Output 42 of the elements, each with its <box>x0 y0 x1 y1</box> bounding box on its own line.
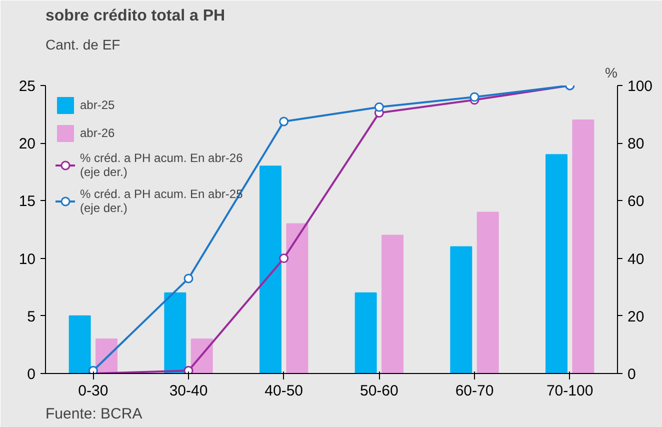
legend-label: % créd. a PH acum. En abr-26 (eje der.) <box>80 151 243 179</box>
point <box>88 366 98 374</box>
point <box>184 274 194 284</box>
y2-tick-label: 100 <box>628 78 653 95</box>
legend-label: abr-26 <box>80 126 116 140</box>
x-tick-label: 0-30 <box>78 382 108 400</box>
x-tick-label: 30-40 <box>169 382 208 400</box>
x-tick-label: 50-60 <box>360 382 398 400</box>
point <box>374 102 384 112</box>
bar <box>354 292 377 374</box>
y2-axis-title: % <box>605 64 618 80</box>
y2-tick-label: 0 <box>628 366 636 383</box>
bar <box>382 234 404 374</box>
bar <box>546 154 568 374</box>
bar <box>68 315 91 374</box>
bar <box>164 292 186 374</box>
legend-label: abr-25 <box>80 98 116 112</box>
y-tick-label: 20 <box>18 136 36 153</box>
bar <box>476 212 499 374</box>
bar <box>286 223 308 374</box>
x-tick-label: 40-50 <box>264 382 304 400</box>
y-tick-label: 10 <box>18 250 36 268</box>
y-tick-label: 5 <box>27 308 36 326</box>
bar <box>450 246 472 374</box>
y2-tick-label: 40 <box>628 250 644 268</box>
y2-tick-label: 80 <box>628 136 644 153</box>
y-axis-title: Cant. de EF <box>46 36 120 52</box>
point <box>470 92 480 102</box>
y-tick-label: 25 <box>18 78 36 95</box>
point <box>279 116 289 126</box>
point <box>184 366 194 374</box>
x-tick-label: 70-100 <box>546 382 594 400</box>
y2-tick-label: 20 <box>628 308 644 326</box>
chart-title: sobre crédito total a PH <box>46 8 226 24</box>
y-tick-label: 15 <box>18 193 36 210</box>
y-tick-label: 0 <box>27 366 36 383</box>
y2-tick-label: 60 <box>628 193 644 210</box>
x-tick-label: 60-70 <box>455 382 494 400</box>
bar <box>572 120 594 374</box>
point <box>279 254 289 264</box>
bar <box>260 166 282 374</box>
source-note: Fuente: BCRA <box>46 406 142 422</box>
